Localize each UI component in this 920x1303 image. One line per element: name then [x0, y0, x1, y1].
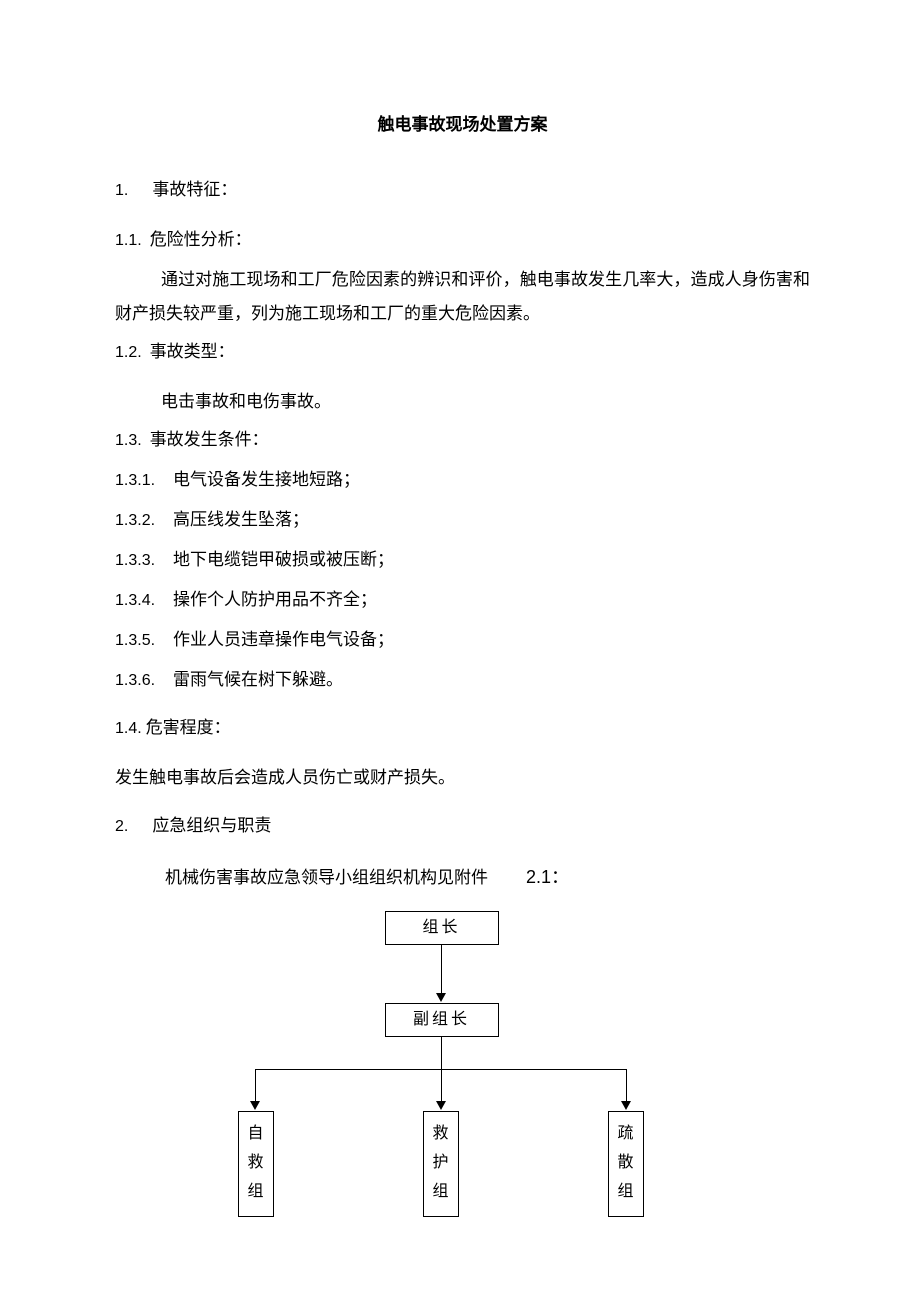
node-leader: 组长 [385, 911, 499, 945]
item-1-3-1: 1.3.1. 电气设备发生接地短路； [115, 463, 810, 497]
heading-1-2-txt: 事故类型： [150, 342, 235, 361]
para-1-2: 电击事故和电伤事故。 [115, 385, 810, 419]
node-aid: 救护组 [423, 1111, 459, 1217]
node-evac-label: 疏散组 [617, 1125, 633, 1200]
heading-1-3-num: 1.3. [115, 432, 142, 449]
edge-left-down [255, 1069, 256, 1101]
node-self-rescue-label: 自救组 [247, 1125, 263, 1200]
item-1-3-4: 1.3.4. 操作个人防护用品不齐全； [115, 583, 810, 617]
heading-1-3: 1.3. 事故发生条件： [115, 423, 810, 457]
heading-1-4-num: 1.4. [115, 720, 142, 737]
appendix-txt: 机械伤害事故应急领导小组组织机构见附件 [165, 868, 488, 887]
para-1-4: 发生触电事故后会造成人员伤亡或财产损失。 [115, 761, 810, 795]
item-1-3-5-num: 1.3.5. [115, 632, 155, 649]
edge-right-down [626, 1069, 627, 1101]
arrowhead-deputy-icon [436, 993, 446, 1002]
edge-leader-deputy [441, 945, 442, 993]
item-1-3-3-num: 1.3.3. [115, 552, 155, 569]
org-chart: 组长 副组长 自救组 救护组 疏散组 [118, 911, 808, 1231]
arrowhead-left-icon [250, 1101, 260, 1110]
heading-1-1: 1.1. 危险性分析： [115, 223, 810, 257]
heading-1-2-num: 1.2. [115, 344, 142, 361]
appendix-num: 2.1： [526, 867, 569, 887]
heading-1-4-txt: 危害程度： [146, 718, 231, 737]
heading-1-2: 1.2. 事故类型： [115, 335, 810, 369]
page-title: 触电事故现场处置方案 [115, 110, 810, 135]
arrowhead-mid-icon [436, 1101, 446, 1110]
item-1-3-5-txt: 作业人员违章操作电气设备； [173, 630, 394, 649]
item-1-3-1-txt: 电气设备发生接地短路； [173, 470, 360, 489]
node-leader-label: 组长 [422, 919, 460, 936]
heading-1-3-txt: 事故发生条件： [150, 430, 269, 449]
heading-1-num: 1. [115, 182, 128, 199]
item-1-3-4-txt: 操作个人防护用品不齐全； [173, 590, 377, 609]
heading-1-txt: 事故特征： [152, 180, 237, 199]
edge-deputy-down [441, 1037, 442, 1069]
item-1-3-2-txt: 高压线发生坠落； [173, 510, 309, 529]
heading-2-num: 2. [115, 818, 128, 835]
item-1-3-3-txt: 地下电缆铠甲破损或被压断； [173, 550, 394, 569]
node-aid-label: 救护组 [432, 1125, 448, 1200]
item-1-3-4-num: 1.3.4. [115, 592, 155, 609]
node-deputy: 副组长 [385, 1003, 499, 1037]
item-1-3-1-num: 1.3.1. [115, 472, 155, 489]
heading-1: 1. 事故特征： [115, 173, 810, 207]
node-deputy-label: 副组长 [413, 1011, 470, 1028]
heading-2: 2. 应急组织与职责 [115, 809, 810, 843]
item-1-3-5: 1.3.5. 作业人员违章操作电气设备； [115, 623, 810, 657]
item-1-3-2: 1.3.2. 高压线发生坠落； [115, 503, 810, 537]
node-evac: 疏散组 [608, 1111, 644, 1217]
item-1-3-3: 1.3.3. 地下电缆铠甲破损或被压断； [115, 543, 810, 577]
heading-1-1-txt: 危险性分析： [150, 230, 252, 249]
edge-mid-down [441, 1069, 442, 1101]
heading-1-1-num: 1.1. [115, 232, 142, 249]
appendix-line: 机械伤害事故应急领导小组组织机构见附件 2.1： [115, 859, 810, 895]
node-self-rescue: 自救组 [238, 1111, 274, 1217]
item-1-3-6-txt: 雷雨气候在树下躲避。 [173, 670, 343, 689]
item-1-3-2-num: 1.3.2. [115, 512, 155, 529]
heading-1-4: 1.4.危害程度： [115, 711, 810, 745]
item-1-3-6-num: 1.3.6. [115, 672, 155, 689]
arrowhead-right-icon [621, 1101, 631, 1110]
item-1-3-6: 1.3.6. 雷雨气候在树下躲避。 [115, 663, 810, 697]
heading-2-txt: 应急组织与职责 [152, 816, 271, 835]
para-1-1: 通过对施工现场和工厂危险因素的辨识和评价，触电事故发生几率大，造成人身伤害和财产… [115, 263, 810, 331]
